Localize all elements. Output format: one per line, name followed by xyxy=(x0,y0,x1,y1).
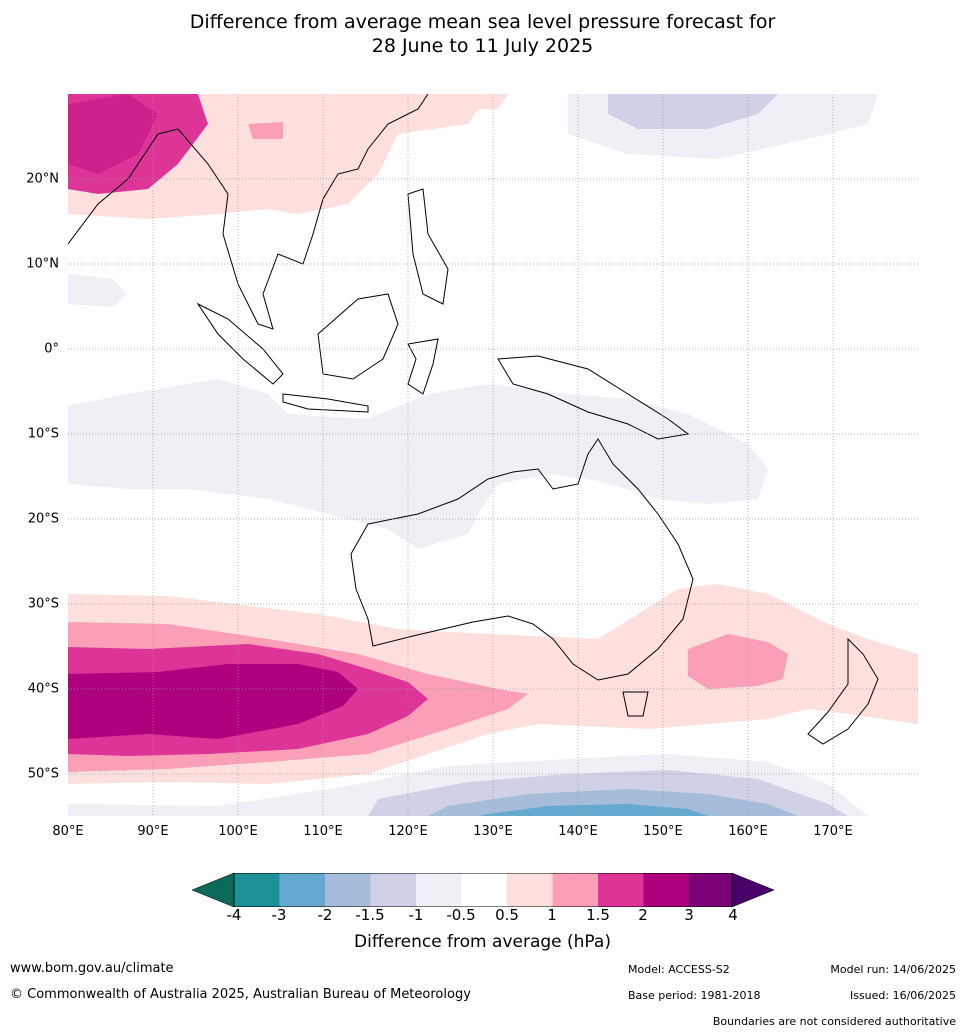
issued-text: Issued: 16/06/2025 xyxy=(849,989,956,1002)
sumatra-coastline xyxy=(196,302,284,385)
colorbar-outline xyxy=(233,873,733,907)
negative-anomaly-area xyxy=(68,274,126,307)
lon-label: 170°E xyxy=(813,824,853,839)
colorbar-segment xyxy=(325,873,371,907)
colorbar-segment xyxy=(461,873,507,907)
lat-label: 30°S xyxy=(27,596,59,612)
positive-anomaly-area xyxy=(68,664,358,739)
colorbar-segment xyxy=(643,873,689,907)
base-period-text: Base period: 1981-2018 xyxy=(628,989,761,1002)
positive-anomaly-area xyxy=(248,122,283,139)
anomaly-shading-far-south xyxy=(68,754,868,816)
lon-label: 100°E xyxy=(218,824,258,839)
colorbar-segment xyxy=(731,873,774,907)
model-text: Model: ACCESS-S2 xyxy=(628,963,730,976)
pressure-anomaly-map xyxy=(68,94,918,816)
colorbar-tick: 0.5 xyxy=(495,906,519,924)
copyright-text: © Commonwealth of Australia 2025, Austra… xyxy=(10,987,471,1002)
colorbar-segment xyxy=(192,873,235,907)
java-coastline xyxy=(282,393,369,413)
colorbar-label: Difference from average (hPa) xyxy=(354,932,611,952)
lat-label: 10°N xyxy=(26,256,59,272)
anomaly-shading-north xyxy=(68,94,878,307)
disclaimer-text: Boundaries are not considered authoritat… xyxy=(712,1015,956,1028)
colorbar xyxy=(192,873,774,907)
lat-label: 0° xyxy=(44,341,59,357)
asia-mainland-coastline xyxy=(68,94,429,330)
colorbar-tick: -1.5 xyxy=(355,906,385,924)
lon-label: 120°E xyxy=(388,824,428,839)
colorbar-tick: 4 xyxy=(728,906,738,924)
colorbar-segment xyxy=(689,873,732,907)
title-line-1: Difference from average mean sea level p… xyxy=(189,11,776,33)
colorbar-tick: -4 xyxy=(226,906,242,924)
anomaly-shading-tropics xyxy=(68,379,768,549)
lat-label: 10°S xyxy=(27,426,59,442)
lon-label: 130°E xyxy=(473,824,513,839)
negative-anomaly-area xyxy=(68,379,768,549)
tasmania-coastline xyxy=(622,691,649,717)
new-guinea-coastline xyxy=(497,355,690,440)
colorbar-segment xyxy=(552,873,598,907)
philippines-coastline xyxy=(407,188,449,305)
colorbar-tick: -0.5 xyxy=(446,906,476,924)
graticule xyxy=(68,94,918,816)
colorbar-segment xyxy=(279,873,325,907)
lat-label: 20°S xyxy=(27,511,59,527)
title-line-2: 28 June to 11 July 2025 xyxy=(371,35,594,57)
positive-anomaly-area xyxy=(448,94,508,109)
colorbar-segment xyxy=(416,873,462,907)
colorbar-tick: -3 xyxy=(271,906,287,924)
positive-anomaly-area xyxy=(68,94,208,194)
colorbar-segment xyxy=(507,873,553,907)
colorbar-segment xyxy=(370,873,416,907)
anomaly-shading-south xyxy=(68,584,918,784)
negative-anomaly-area xyxy=(428,789,798,816)
colorbar-segment xyxy=(234,873,280,907)
lat-label: 50°S xyxy=(27,766,59,782)
positive-anomaly-area xyxy=(688,634,788,689)
colorbar-tick: 1.5 xyxy=(586,906,610,924)
lon-label: 80°E xyxy=(52,824,84,839)
colorbar-tick: -2 xyxy=(317,906,333,924)
borneo-coastline xyxy=(317,293,399,380)
colorbar-tick: -1 xyxy=(408,906,424,924)
negative-anomaly-area xyxy=(608,94,778,129)
colorbar-tick: 2 xyxy=(638,906,648,924)
lon-label: 160°E xyxy=(728,824,768,839)
coastlines xyxy=(68,94,879,745)
website-link[interactable]: www.bom.gov.au/climate xyxy=(10,961,174,976)
sulawesi-coastline xyxy=(407,338,439,395)
map-title: Difference from average mean sea level p… xyxy=(0,10,965,58)
new-zealand-coastline xyxy=(807,637,879,745)
colorbar-tick: 3 xyxy=(684,906,694,924)
positive-anomaly-area xyxy=(68,94,158,174)
lat-label: 40°S xyxy=(27,681,59,697)
lon-label: 140°E xyxy=(558,824,598,839)
model-run-text: Model run: 14/06/2025 xyxy=(830,963,956,976)
lon-label: 90°E xyxy=(137,824,169,839)
colorbar-segment xyxy=(598,873,644,907)
lon-label: 110°E xyxy=(303,824,343,839)
negative-anomaly-area xyxy=(478,804,708,816)
australia-coastline xyxy=(350,438,694,681)
colorbar-tick: 1 xyxy=(547,906,557,924)
lat-label: 20°N xyxy=(26,171,59,187)
lon-label: 150°E xyxy=(643,824,683,839)
